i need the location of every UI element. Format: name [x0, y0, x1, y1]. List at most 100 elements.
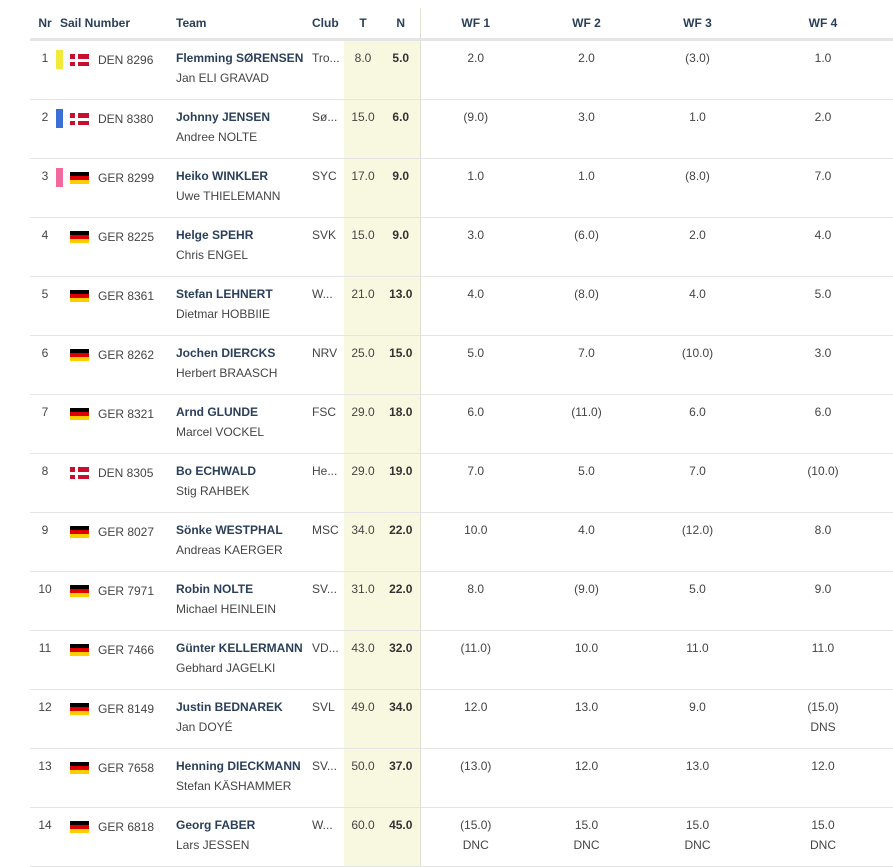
net-points: 34.0: [389, 700, 413, 714]
crew-name: Stig RAHBEK: [176, 484, 250, 498]
sail-number: GER 7466: [98, 643, 155, 657]
skipper-name[interactable]: Georg FABER: [176, 818, 256, 832]
net-points: 45.0: [389, 818, 413, 832]
table-row[interactable]: 14 GER 6818 Georg FABER Lars JESSEN W... 60.0…: [30, 807, 893, 867]
race-score: 7.0: [814, 169, 832, 183]
race-score: 5.0: [689, 582, 706, 596]
skipper-name[interactable]: Henning DIECKMANN: [176, 759, 301, 773]
table-row[interactable]: 5 GER 8361 Stefan LEHNERT Dietmar HOBBIIE W.…: [30, 276, 893, 336]
header-race-4[interactable]: WF 4: [753, 8, 893, 41]
germany-flag-icon: [70, 526, 89, 538]
sail-cell: GER 8361: [60, 276, 176, 336]
race-score: 9.0: [814, 582, 832, 596]
net-points: 18.0: [389, 405, 413, 419]
net-points: 13.0: [389, 287, 413, 301]
crew-name: Jan DOYÉ: [176, 720, 233, 734]
sail-number: GER 8321: [98, 407, 155, 421]
header-club[interactable]: Club: [312, 8, 344, 41]
skipper-name[interactable]: Heiko WINKLER: [176, 169, 269, 183]
table-row[interactable]: 11 GER 7466 Günter KELLERMANN Gebhard JAGEL…: [30, 630, 893, 690]
skipper-name[interactable]: Justin BEDNAREK: [176, 700, 283, 714]
race-score-cell: 1.0: [753, 39, 893, 100]
germany-flag-icon: [70, 821, 89, 833]
net-points-cell: 15.0: [382, 335, 421, 395]
table-row[interactable]: 9 GER 8027 Sönke WESTPHAL Andreas KAERGER MS…: [30, 512, 893, 572]
race-score-cell: 5.0: [531, 453, 642, 513]
skipper-name[interactable]: Helge SPEHR: [176, 228, 254, 242]
club-name: VD...: [312, 641, 339, 655]
table-row[interactable]: 13 GER 7658 Henning DIECKMANN Stefan KÄSHAM…: [30, 748, 893, 808]
leader-marker: [56, 817, 63, 836]
table-row[interactable]: 1 DEN 8296 Flemming SØRENSEN Jan ELI GRAVAD…: [30, 39, 893, 100]
denmark-flag-icon: [70, 113, 89, 125]
table-row[interactable]: 10 GER 7971 Robin NOLTE Michael HEINLEIN SV.…: [30, 571, 893, 631]
race-score: 15.0: [811, 818, 835, 832]
race-score: 3.0: [814, 346, 832, 360]
skipper-name[interactable]: Jochen DIERCKS: [176, 346, 276, 360]
race-score-cell: 2.0: [420, 39, 531, 100]
club-name: SV...: [312, 759, 337, 773]
skipper-name[interactable]: Sönke WESTPHAL: [176, 523, 283, 537]
race-score: 1.0: [578, 169, 595, 183]
germany-flag-icon: [70, 231, 89, 243]
header-sail-number[interactable]: Sail Number: [60, 8, 176, 41]
skipper-name[interactable]: Johnny JENSEN: [176, 110, 271, 124]
sail-cell: GER 8225: [60, 217, 176, 277]
leader-marker: [56, 50, 63, 69]
denmark-flag-icon: [70, 54, 89, 66]
skipper-name[interactable]: Flemming SØRENSEN: [176, 51, 304, 65]
race-score-cell: 1.0: [642, 99, 753, 159]
race-score: 5.0: [578, 464, 595, 478]
header-race-2[interactable]: WF 2: [531, 8, 642, 41]
table-row[interactable]: 12 GER 8149 Justin BEDNAREK Jan DOYÉ SVL 49.0…: [30, 689, 893, 749]
race-score-cell: 1.0: [420, 158, 531, 218]
race-score: 3.0: [578, 110, 595, 124]
skipper-name[interactable]: Arnd GLUNDE: [176, 405, 258, 419]
table-row[interactable]: 4 GER 8225 Helge SPEHR Chris ENGEL SVK 15.0 9.…: [30, 217, 893, 277]
team-cell: Arnd GLUNDE Marcel VOCKEL: [176, 394, 312, 454]
total-points-cell: 15.0: [344, 99, 382, 159]
rank-cell: 5: [30, 276, 60, 336]
table-row[interactable]: 3 GER 8299 Heiko WINKLER Uwe THIELEMANN SYC 1…: [30, 158, 893, 218]
net-points-cell: 45.0: [382, 807, 421, 867]
club-cell: FSC: [312, 394, 344, 454]
skipper-name[interactable]: Günter KELLERMANN: [176, 641, 303, 655]
race-score-cell: 4.0: [420, 276, 531, 336]
team-cell: Justin BEDNAREK Jan DOYÉ: [176, 689, 312, 749]
rank-cell: 6: [30, 335, 60, 395]
sail-cell: GER 8321: [60, 394, 176, 454]
results-body: 1 DEN 8296 Flemming SØRENSEN Jan ELI GRAVAD…: [30, 39, 893, 867]
table-row[interactable]: 8 DEN 8305 Bo ECHWALD Stig RAHBEK He... 29.0 1…: [30, 453, 893, 513]
skipper-name[interactable]: Stefan LEHNERT: [176, 287, 273, 301]
table-row[interactable]: 2 DEN 8380 Johnny JENSEN Andree NOLTE Sø... 1…: [30, 99, 893, 159]
header-nr[interactable]: Nr: [30, 8, 60, 41]
table-row[interactable]: 6 GER 8262 Jochen DIERCKS Herbert BRAASCH NR…: [30, 335, 893, 395]
race-score: 12.0: [464, 700, 488, 714]
club-cell: W...: [312, 807, 344, 867]
race-score-cell: 2.0: [753, 99, 893, 159]
leader-marker: [56, 463, 63, 482]
club-name: Tro...: [312, 51, 340, 65]
race-score: (9.0): [463, 110, 489, 124]
header-net[interactable]: N: [382, 8, 421, 41]
skipper-name[interactable]: Bo ECHWALD: [176, 464, 256, 478]
race-score: 2.0: [689, 228, 706, 242]
club-cell: Tro...: [312, 39, 344, 100]
club-cell: SYC: [312, 158, 344, 218]
net-points-cell: 5.0: [382, 39, 421, 100]
net-points: 6.0: [392, 110, 410, 124]
table-row[interactable]: 7 GER 8321 Arnd GLUNDE Marcel VOCKEL FSC 29.0…: [30, 394, 893, 454]
race-score: (11.0): [460, 641, 491, 655]
skipper-name[interactable]: Robin NOLTE: [176, 582, 254, 596]
header-race-1[interactable]: WF 1: [420, 8, 531, 41]
team-cell: Helge SPEHR Chris ENGEL: [176, 217, 312, 277]
header-race-3[interactable]: WF 3: [642, 8, 753, 41]
sail-number: DEN 8296: [98, 53, 154, 67]
header-total[interactable]: T: [344, 8, 382, 41]
header-team[interactable]: Team: [176, 8, 312, 41]
rank-value: 3: [41, 169, 49, 183]
race-score: (8.0): [574, 287, 599, 301]
race-score-cell: (6.0): [531, 217, 642, 277]
total-points-cell: 8.0: [344, 39, 382, 100]
rank-value: 5: [41, 287, 49, 301]
